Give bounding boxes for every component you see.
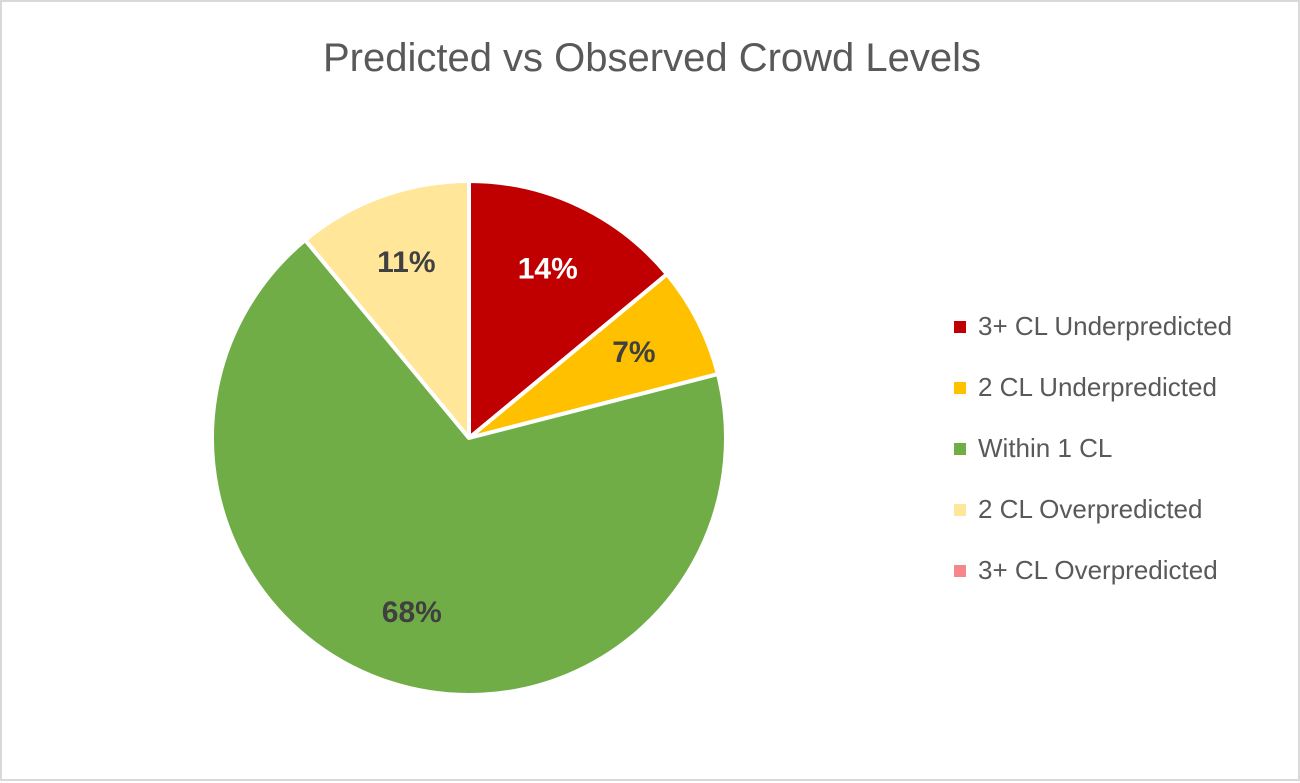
pie-slice-0	[467, 179, 670, 440]
data-label-2: 68%	[382, 596, 442, 629]
legend-label-2: Within 1 CL	[978, 433, 1113, 463]
pie-slice-3	[303, 179, 471, 440]
data-label-1: 7%	[612, 336, 655, 369]
legend-swatch-2	[954, 442, 966, 455]
legend-label-4: 3+ CL Overpredicted	[978, 555, 1218, 585]
pie-slice-1	[467, 272, 720, 440]
legend-swatch-1	[954, 381, 966, 394]
legend-label-0: 3+ CL Underpredicted	[978, 311, 1233, 341]
legend-label-1: 2 CL Underpredicted	[978, 372, 1217, 402]
chart-title: Predicted vs Observed Crowd Levels	[322, 36, 982, 80]
legend-item-3: 2 CL Overpredicted	[954, 479, 1232, 540]
legend-label-3: 2 CL Overpredicted	[978, 494, 1203, 524]
chart-legend: 3+ CL Underpredicted 2 CL Underpredicted W…	[954, 296, 1232, 601]
legend-item-1: 2 CL Underpredicted	[954, 357, 1232, 418]
legend-swatch-3	[954, 503, 966, 516]
data-label-0: 14%	[518, 252, 578, 285]
legend-item-2: Within 1 CL	[954, 418, 1232, 479]
data-label-3: 11%	[377, 246, 435, 279]
legend-item-0: 3+ CL Underpredicted	[954, 296, 1232, 357]
legend-swatch-0	[954, 320, 966, 333]
legend-swatch-4	[954, 564, 966, 577]
pie-slice-2	[210, 237, 728, 697]
legend-item-4: 3+ CL Overpredicted	[954, 540, 1232, 601]
